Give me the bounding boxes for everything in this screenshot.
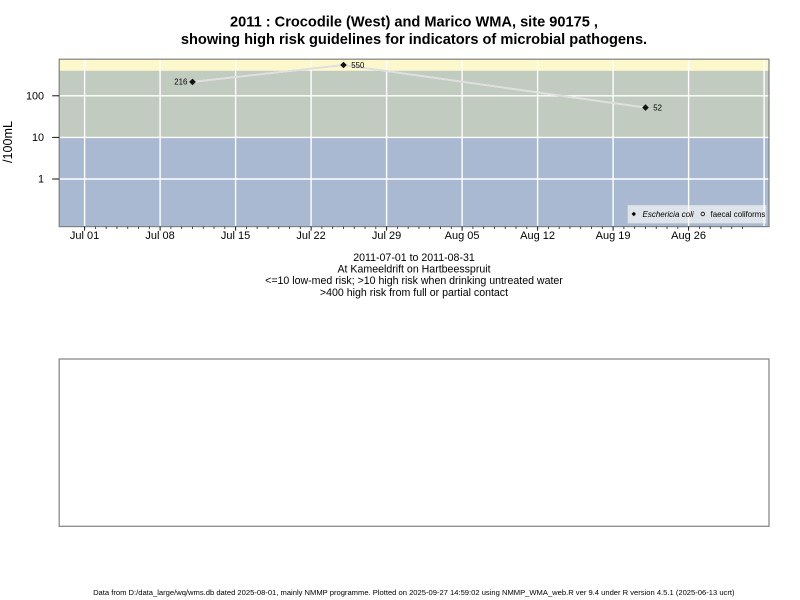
svg-text:Jul 29: Jul 29 xyxy=(372,230,401,242)
svg-text:Aug 12: Aug 12 xyxy=(520,230,555,242)
svg-text:>400 high risk from full or pa: >400 high risk from full or partial cont… xyxy=(320,287,508,299)
svg-text:1: 1 xyxy=(38,174,44,186)
svg-text:Aug 19: Aug 19 xyxy=(596,230,631,242)
svg-text:52: 52 xyxy=(653,103,662,112)
svg-text:Jul 15: Jul 15 xyxy=(221,230,250,242)
svg-text:550: 550 xyxy=(351,61,365,70)
svg-text:showing high risk guidelines f: showing high risk guidelines for indicat… xyxy=(181,32,647,48)
svg-text:Jul 22: Jul 22 xyxy=(296,230,325,242)
svg-text:2011-07-01 to 2011-08-31: 2011-07-01 to 2011-08-31 xyxy=(353,252,475,264)
svg-text:Aug 05: Aug 05 xyxy=(445,230,480,242)
svg-text:Data from D:/data_large/wq/wms: Data from D:/data_large/wq/wms.db dated … xyxy=(93,588,735,597)
svg-text:Eschericia coli: Eschericia coli xyxy=(643,210,694,219)
svg-text:Jul 08: Jul 08 xyxy=(145,230,174,242)
svg-text:<=10 low-med risk; >10 high ri: <=10 low-med risk; >10 high risk when dr… xyxy=(265,275,563,287)
svg-text:/100mL: /100mL xyxy=(1,121,15,163)
svg-text:faecal coliforms: faecal coliforms xyxy=(711,210,766,219)
svg-text:100: 100 xyxy=(26,91,44,103)
svg-text:Jul 01: Jul 01 xyxy=(70,230,99,242)
svg-text:2011 : Crocodile (West) and Ma: 2011 : Crocodile (West) and Marico WMA, … xyxy=(230,14,598,30)
svg-text:At Kameeldrift on Hartbeesspru: At Kameeldrift on Hartbeesspruit xyxy=(337,264,490,276)
svg-text:216: 216 xyxy=(174,78,187,87)
svg-text:Aug 26: Aug 26 xyxy=(671,230,706,242)
svg-text:10: 10 xyxy=(32,132,44,144)
